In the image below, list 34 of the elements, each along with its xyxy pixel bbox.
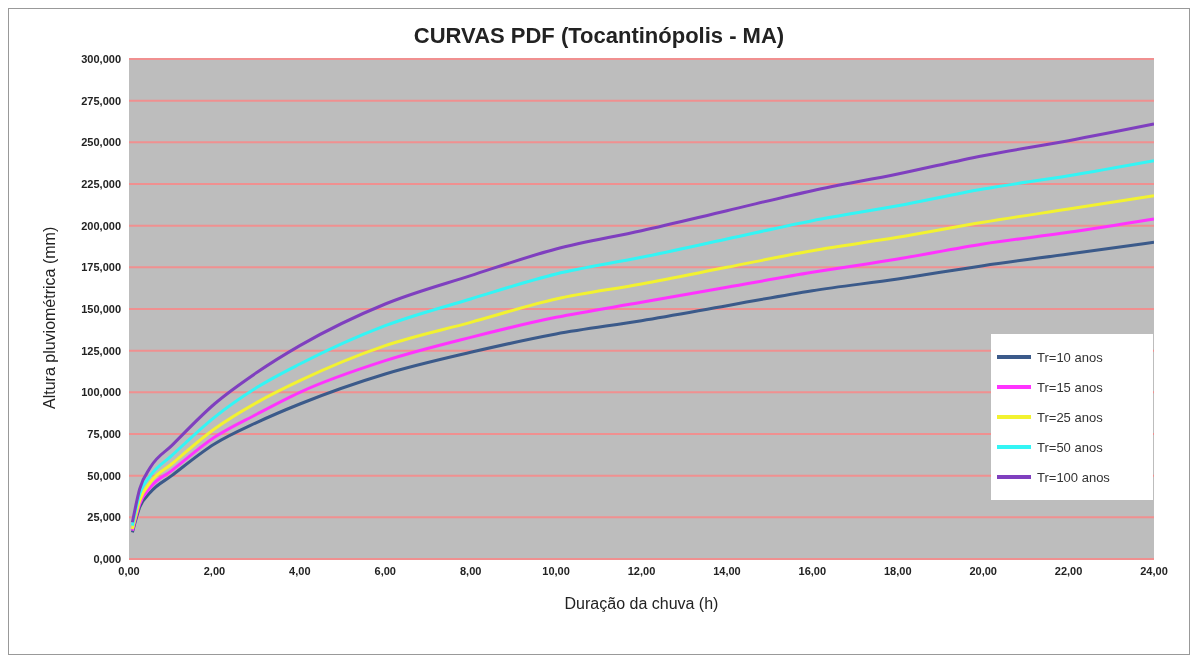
x-tick-label: 8,00 bbox=[459, 564, 482, 577]
x-tick-label: 16,00 bbox=[798, 564, 827, 577]
legend-label: Tr=25 anos bbox=[1037, 409, 1103, 425]
legend-label: Tr=50 anos bbox=[1037, 439, 1103, 455]
x-tick-label: 2,00 bbox=[203, 564, 226, 577]
y-tick-label: 200,000 bbox=[81, 219, 121, 232]
y-tick-label: 175,000 bbox=[81, 261, 121, 274]
x-tick-label: 6,00 bbox=[374, 564, 396, 577]
y-tick-label: 300,000 bbox=[81, 52, 121, 65]
x-tick-label: 12,00 bbox=[627, 564, 656, 577]
y-tick-label: 250,000 bbox=[81, 136, 121, 149]
y-tick-label: 225,000 bbox=[81, 177, 121, 190]
x-tick-label: 22,00 bbox=[1054, 564, 1083, 577]
x-tick-label: 24,00 bbox=[1140, 564, 1168, 577]
x-tick-label: 0,00 bbox=[118, 564, 140, 577]
y-tick-label: 25,000 bbox=[87, 511, 121, 524]
legend-label: Tr=15 anos bbox=[1037, 379, 1103, 395]
y-tick-label: 150,000 bbox=[81, 302, 121, 315]
y-tick-label: 125,000 bbox=[81, 344, 121, 357]
x-tick-label: 4,00 bbox=[289, 564, 311, 577]
x-axis-title: Duração da chuva (h) bbox=[564, 595, 719, 612]
x-tick-label: 20,00 bbox=[969, 564, 997, 577]
y-tick-label: 75,000 bbox=[87, 427, 121, 440]
y-tick-label: 275,000 bbox=[81, 94, 121, 107]
legend-label: Tr=10 anos bbox=[1037, 349, 1103, 365]
x-tick-label: 10,00 bbox=[542, 564, 570, 577]
x-tick-label: 18,00 bbox=[883, 564, 912, 577]
y-axis-title: Altura pluviométrica (mm) bbox=[40, 226, 58, 409]
y-tick-label: 0,000 bbox=[93, 552, 121, 565]
y-tick-label: 50,000 bbox=[87, 469, 121, 482]
chart-title: CURVAS PDF (Tocantinópolis - MA) bbox=[412, 23, 786, 49]
x-tick-label: 14,00 bbox=[713, 564, 741, 577]
y-tick-label: 100,000 bbox=[81, 386, 121, 399]
legend-label: Tr=100 anos bbox=[1037, 469, 1110, 485]
